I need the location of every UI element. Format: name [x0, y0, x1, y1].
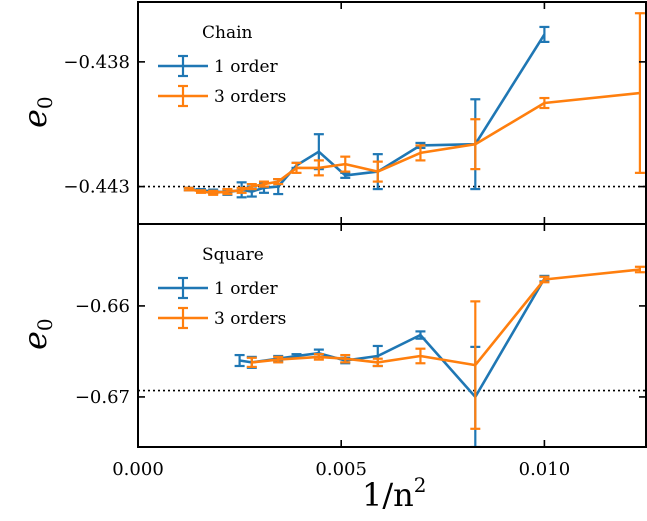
chain-series-2 — [183, 12, 645, 196]
square-legend: Square 1 order 3 orders — [158, 245, 286, 330]
chain-series-group — [183, 12, 645, 199]
chain-y-label-sub: 0 — [33, 96, 57, 109]
square-y-label-base: e — [16, 331, 54, 350]
square-series-1-errorbar — [415, 330, 426, 340]
square-series-2-line — [251, 268, 641, 367]
square-series-2-errorbar — [634, 265, 645, 274]
square-series-2-errorbar — [340, 353, 351, 364]
chain-series-2-errorbar — [291, 161, 302, 174]
square-legend-label-1: 1 order — [214, 279, 279, 299]
square-axes-frame — [137, 223, 647, 448]
chain-series-2-errorbar — [195, 189, 206, 194]
chain-data-layer — [138, 12, 646, 199]
square-legend-item-1: 1 order — [158, 276, 279, 300]
chain-series-2-errorbar — [236, 186, 247, 194]
chain-series-2-errorbar — [273, 178, 284, 186]
chain-series-2-errorbar — [634, 12, 645, 174]
chain-panel: −0.438 −0.443 Chain 1 order 3 orders — [63, 1, 647, 225]
square-y-axis-label: e0 — [16, 318, 57, 350]
x-label-sup: 2 — [414, 473, 427, 497]
chain-legend-item-1: 1 order — [158, 54, 279, 78]
chain-series-2-errorbar — [340, 155, 351, 173]
chain-series-1 — [183, 25, 550, 199]
square-legend-title: Square — [202, 245, 264, 265]
chain-series-2-errorbar — [208, 189, 219, 196]
square-legend-item-2: 3 orders — [158, 306, 286, 330]
chain-y-axis-label: e0 — [16, 96, 57, 128]
square-ticks: −0.66 −0.67 0.000 0.005 0.010 — [75, 224, 646, 480]
chain-series-2-errorbar — [246, 182, 257, 191]
chain-legend-title: Chain — [202, 23, 253, 43]
chain-y-label-base: e — [16, 109, 54, 128]
square-x-tick-label: 0.000 — [112, 459, 164, 480]
chain-series-2-line — [188, 91, 641, 195]
square-y-tick-label: −0.67 — [75, 387, 130, 408]
square-x-tick-label: 0.005 — [315, 459, 367, 480]
square-series-2-errorbar — [539, 275, 550, 284]
square-series-2-errorbar — [313, 353, 324, 361]
chain-series-1-errorbar — [539, 25, 550, 44]
chain-ticks: −0.438 −0.443 — [63, 2, 646, 224]
square-data-layer — [138, 265, 646, 447]
square-series-2-errorbar — [246, 356, 257, 369]
square-legend-label-2: 3 orders — [214, 309, 286, 329]
chain-series-2-errorbar — [415, 144, 426, 162]
chain-series-2-errorbar — [313, 159, 324, 177]
chain-series-2-errorbar — [470, 118, 481, 171]
x-axis-label: 1/n2 — [362, 473, 426, 514]
chain-legend-item-2: 3 orders — [158, 84, 286, 108]
chain-series-2-errorbar — [183, 186, 194, 192]
chain-legend-label-1: 1 order — [214, 57, 279, 77]
chain-legend-label-2: 3 orders — [214, 87, 286, 107]
square-series-2-errorbar — [273, 355, 284, 364]
square-x-tick-label: 0.010 — [519, 459, 571, 480]
square-y-tick-label: −0.66 — [75, 296, 130, 317]
chain-y-tick-label: −0.438 — [63, 52, 130, 73]
chain-y-tick-label: −0.443 — [63, 177, 130, 198]
chain-series-2-errorbar — [258, 180, 269, 188]
square-series-2-errorbar — [415, 347, 426, 365]
square-series-2-errorbar — [470, 300, 481, 430]
x-label-base: 1/n — [362, 476, 414, 514]
square-series-2-errorbar — [372, 357, 383, 368]
chain-series-2-errorbar — [222, 187, 233, 196]
square-series-2 — [246, 265, 645, 430]
chain-series-1-errorbar — [340, 171, 351, 179]
chain-series-2-errorbar — [539, 96, 550, 110]
square-panel: −0.66 −0.67 0.000 0.005 0.010 Square 1 order… — [75, 223, 647, 480]
square-y-label-sub: 0 — [33, 318, 57, 331]
square-series-1-errorbar — [234, 353, 245, 368]
chain-legend: Chain 1 order 3 orders — [158, 23, 286, 108]
square-series-group — [234, 265, 645, 447]
chain-series-2-errorbar — [372, 160, 383, 183]
